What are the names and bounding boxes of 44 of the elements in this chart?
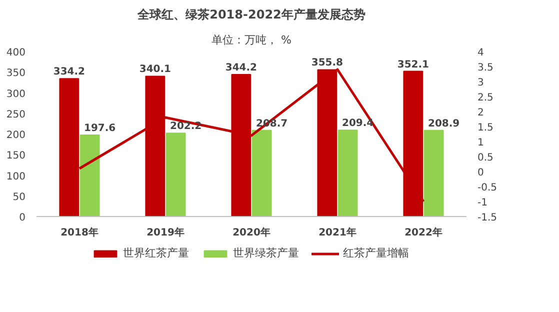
chart-title: 全球红、绿茶2018-2022年产量发展态势 <box>136 8 366 22</box>
y-tick-label: 300 <box>6 88 26 100</box>
y-tick-label: 100 <box>6 171 26 182</box>
legend-label: 世界绿茶产量 <box>233 246 299 260</box>
y-tick-label: 250 <box>6 109 26 120</box>
bar <box>424 130 444 216</box>
x-tick-label: 2022年 <box>404 226 442 238</box>
x-tick-label: 2021年 <box>318 226 356 238</box>
data-label: 340.1 <box>139 64 172 76</box>
x-tick-label: 2018年 <box>60 226 98 238</box>
data-label: 355.8 <box>311 58 344 69</box>
chart-subtitle: 单位：万吨， % <box>212 34 292 46</box>
bar <box>252 130 272 216</box>
x-tick-label: 2019年 <box>146 226 184 238</box>
x-tick-label: 2020年 <box>232 226 270 238</box>
y2-tick-label: 1 <box>478 138 484 148</box>
y2-tick-label: 1.5 <box>478 122 494 134</box>
y2-tick-label: 3 <box>478 78 484 88</box>
data-label: 352.1 <box>397 59 430 70</box>
bar <box>338 130 358 216</box>
bar <box>166 132 186 216</box>
y2-tick-label: 3.5 <box>478 62 494 74</box>
y2-tick-label: 2 <box>478 108 484 118</box>
legend-label: 世界红茶产量 <box>123 246 189 260</box>
y-tick-label: 350 <box>6 68 26 80</box>
y-tick-label: 50 <box>12 192 26 203</box>
data-label: 208.9 <box>428 118 460 130</box>
y-tick-label: 200 <box>6 130 26 141</box>
data-label: 334.2 <box>53 66 86 78</box>
data-label: 202.2 <box>170 121 202 132</box>
y2-tick-label: 0 <box>478 168 484 178</box>
y-tick-label: 150 <box>6 150 26 162</box>
data-label: 197.6 <box>84 122 116 134</box>
y2-tick-label: 0.5 <box>478 152 494 164</box>
y2-tick-label: -0.5 <box>478 182 498 194</box>
y-tick-label: 400 <box>6 48 26 58</box>
bar <box>80 134 100 216</box>
y2-tick-label: 2.5 <box>478 92 494 104</box>
y2-tick-label: -1 <box>478 198 488 208</box>
y2-tick-label: -1.5 <box>478 212 498 224</box>
legend-label: 红茶产量增幅 <box>343 246 409 260</box>
data-label: 344.2 <box>225 62 258 74</box>
y-tick-label: 0 <box>19 212 26 224</box>
y2-tick-label: 4 <box>478 48 484 58</box>
